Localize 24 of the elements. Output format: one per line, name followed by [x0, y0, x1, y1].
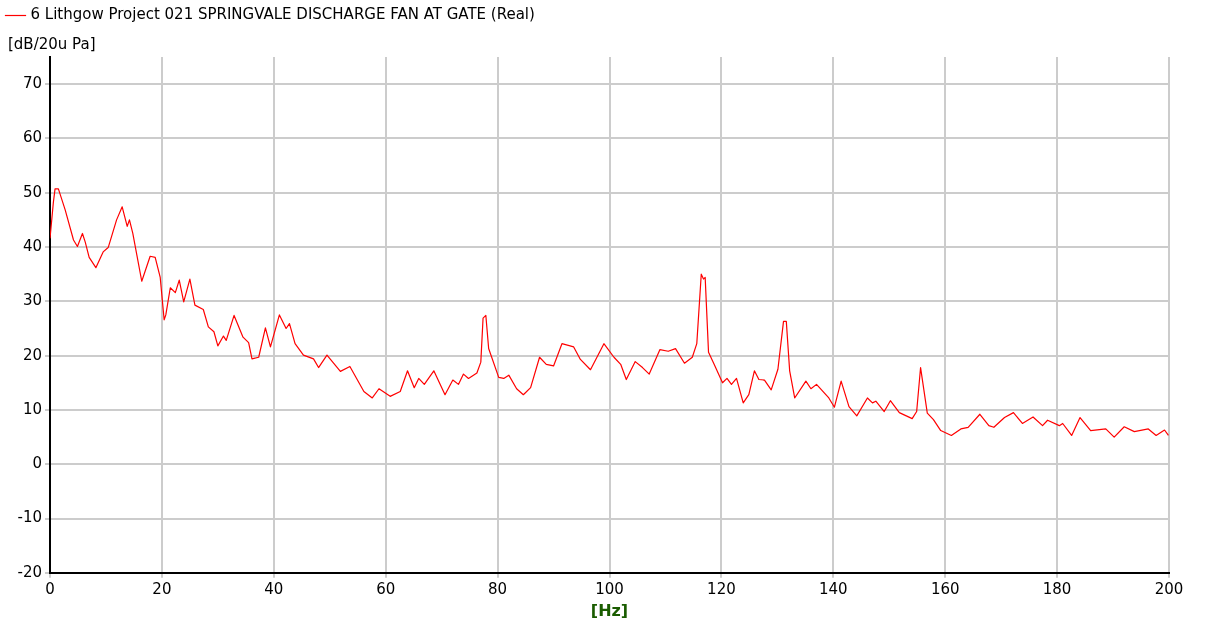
legend-label: 6 Lithgow Project 021 SPRINGVALE DISCHARGE FAN AT GATE (Real): [30, 5, 535, 24]
y-tick-label: -10: [17, 508, 42, 527]
x-tick-label: 120: [707, 579, 736, 598]
y-tick-label: 50: [22, 182, 42, 201]
x-tick-label: 0: [45, 579, 55, 598]
y-tick-label: -20: [17, 562, 42, 581]
y-tick-label: 10: [22, 399, 42, 418]
x-tick-label: 60: [376, 579, 396, 598]
y-tick-label: 0: [32, 454, 42, 473]
x-tick-label: 140: [818, 579, 848, 598]
x-tick-label: 20: [152, 579, 172, 598]
x-axis-title: [Hz]: [590, 600, 629, 620]
y-tick-label: 40: [22, 236, 42, 255]
x-tick-label: 40: [264, 579, 284, 598]
y-axis-title: [dB/20u Pa]: [8, 35, 96, 54]
y-tick-label: 70: [22, 74, 42, 93]
x-tick-label: 160: [930, 579, 960, 598]
x-tick-label: 80: [488, 579, 508, 598]
x-tick-label: 100: [595, 579, 624, 598]
y-tick-label: 20: [22, 345, 42, 364]
x-tick-label: 200: [1154, 579, 1184, 598]
y-tick-label: 30: [22, 291, 42, 310]
y-tick-label: 60: [22, 128, 42, 147]
x-tick-label: 180: [1042, 579, 1072, 598]
